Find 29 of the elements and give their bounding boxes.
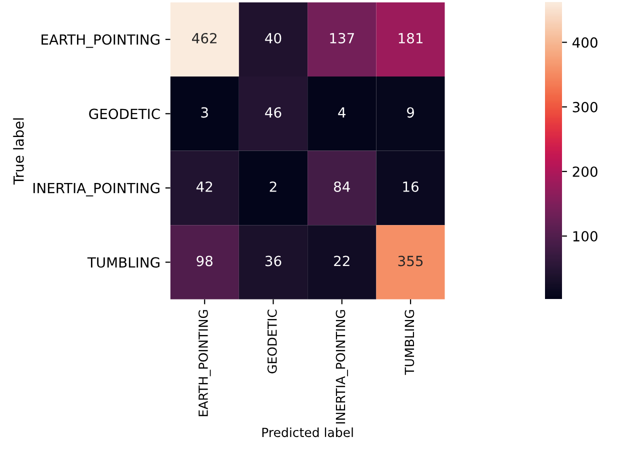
data-label: 181 (398, 32, 423, 44)
data-label: 46 (265, 107, 282, 118)
data-label: 137 (330, 32, 354, 44)
data-label: 462 (192, 32, 216, 44)
data-label: 40 (265, 32, 282, 44)
data-label: 4 (338, 107, 346, 118)
color-bar-label: 300 (572, 102, 598, 112)
y-tick-label: EARTH_POINTING (42, 34, 160, 48)
y-tick-label: INERTIA_POINTING (33, 182, 160, 196)
color-bar-label: 200 (572, 166, 598, 177)
x-tick-label: INERTIA_POINTING (336, 310, 348, 424)
data-label: 98 (196, 256, 212, 266)
color-bar-label: 100 (573, 231, 598, 242)
x-tick-label: TUMBLING (404, 310, 414, 375)
data-label: 36 (265, 256, 282, 266)
data-label: 22 (334, 256, 350, 266)
y-tick-label: GEODETIC (89, 108, 160, 120)
y-axis-title: True label (13, 118, 24, 185)
data-label: 16 (403, 181, 418, 192)
color-bar-label: 400 (572, 37, 598, 48)
data-label: 42 (196, 181, 212, 192)
x-tick-label: GEODETIC (267, 310, 277, 374)
data-label: 9 (406, 107, 414, 118)
data-label: 355 (398, 256, 423, 266)
data-label: 3 (201, 107, 208, 118)
data-label: 2 (270, 181, 276, 192)
y-tick-label: TUMBLING (87, 257, 160, 268)
data-label: 84 (334, 181, 350, 192)
x-axis-title: Predicted label (262, 427, 353, 438)
